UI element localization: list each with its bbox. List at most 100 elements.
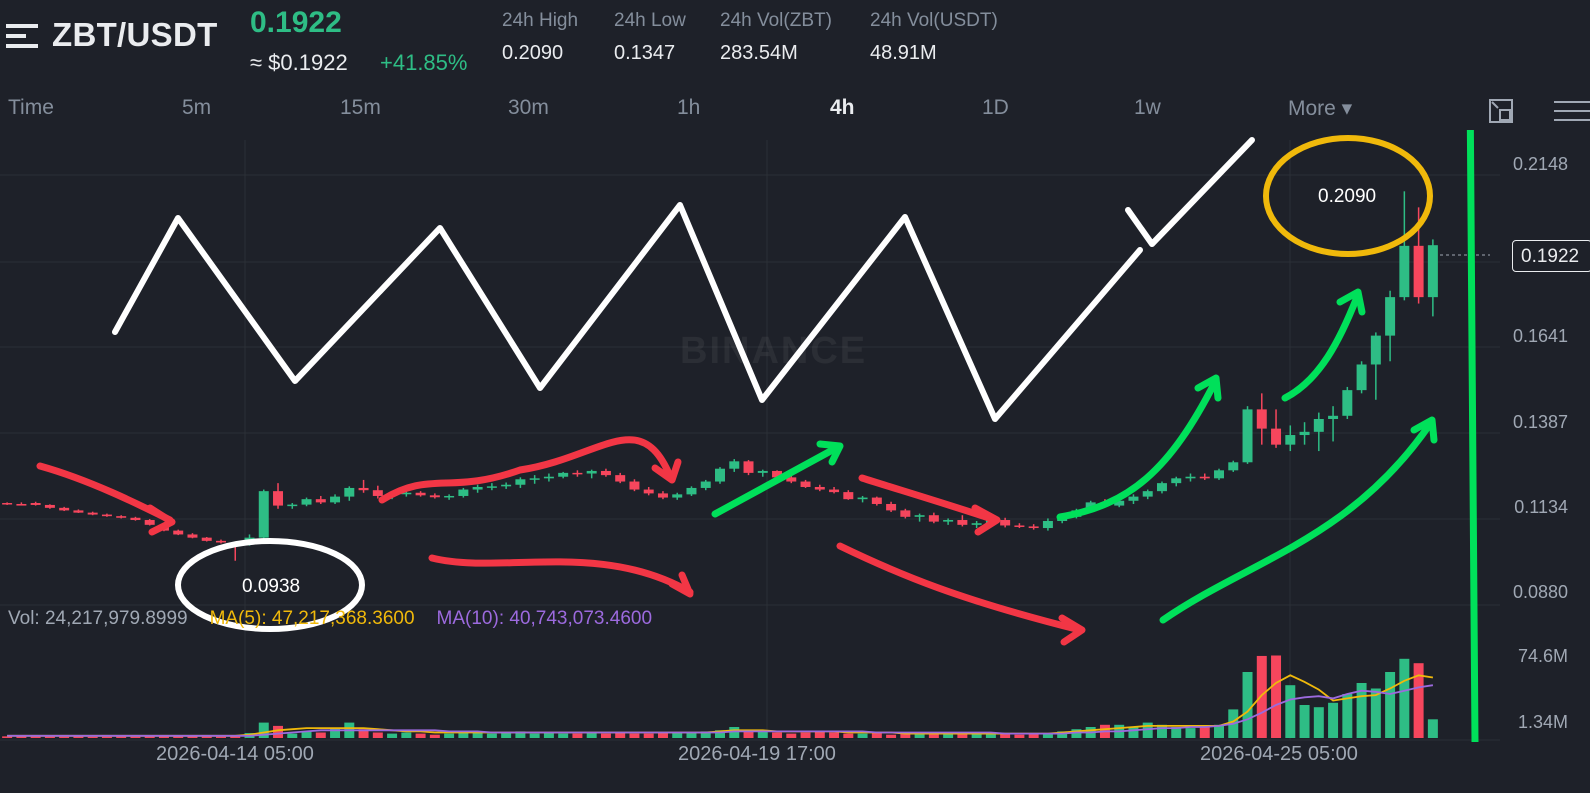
volume-bar (814, 731, 825, 738)
settings-icon[interactable] (1550, 98, 1590, 124)
ma5-value: MA(5): 47,217,368.3600 (209, 608, 415, 629)
volume-bar (1385, 672, 1396, 738)
candle-body (1328, 415, 1339, 419)
volume-bar (1014, 734, 1025, 738)
tab-time[interactable]: Time (8, 96, 54, 119)
candle-body (1342, 390, 1353, 416)
volume-bar (16, 736, 27, 738)
candle-body (429, 495, 440, 498)
candle-body (101, 514, 112, 517)
volume-bar (144, 736, 155, 738)
volume-bar (1042, 733, 1053, 738)
candle-body (529, 478, 540, 480)
volume-bar (1342, 694, 1353, 738)
tab-1w[interactable]: 1w (1134, 96, 1161, 119)
tab-15m[interactable]: 15m (340, 96, 381, 119)
candle-body (201, 537, 212, 541)
volume-bar (1128, 727, 1139, 738)
volume-bar (87, 736, 98, 738)
volume-bar (657, 732, 668, 738)
volume-bar (971, 732, 982, 738)
candle-body (1427, 245, 1438, 298)
candle-body (829, 489, 840, 493)
price-axis-label: 0.1134 (1514, 497, 1568, 517)
candle-body (1185, 476, 1196, 479)
candle-body (743, 461, 754, 473)
candle-body (173, 530, 184, 535)
stat-label: 24h High (502, 10, 579, 31)
volume-bar (158, 736, 169, 738)
candle-body (458, 489, 469, 496)
volume-bar (1156, 724, 1167, 738)
candle-body (1385, 297, 1396, 336)
candle-body (1242, 409, 1253, 463)
volume-bar (672, 732, 683, 738)
candle-body (287, 504, 298, 507)
volume-bar (1370, 688, 1381, 738)
volume-bar (1299, 705, 1310, 738)
candle-body (772, 470, 783, 478)
annotation-zigzag (112, 202, 1143, 422)
volume-bar (458, 731, 469, 738)
volume-bar (829, 732, 840, 738)
candle-body (1256, 409, 1267, 429)
volume-bar (985, 732, 996, 738)
candle-body (1370, 335, 1381, 365)
volume-bar (2, 736, 13, 738)
volume-bar (586, 732, 597, 738)
stat-value: 48.91M (870, 42, 937, 64)
candle-body (1000, 520, 1011, 526)
tab-5m[interactable]: 5m (182, 96, 212, 119)
vol-value: Vol: 24,217,979.8999 (8, 608, 188, 629)
volume-bar (629, 733, 640, 738)
volume-bar (30, 736, 41, 738)
volume-bar (130, 736, 141, 738)
volume-ma-lines (7, 674, 1434, 737)
candle-body (1142, 491, 1153, 497)
stat-24h-vol-usdt: 24h Vol(USDT) 48.91M (870, 10, 998, 65)
high-price-marker: 0.2090 (1318, 186, 1377, 207)
candle-body (1399, 245, 1410, 298)
candle-body (501, 484, 512, 487)
price-change: +41.85% (380, 50, 468, 75)
volume-bar (1256, 655, 1267, 738)
candlestick-chart[interactable] (0, 130, 1590, 742)
candle-body (1156, 483, 1167, 492)
volume-bar (572, 733, 583, 738)
volume-bar (1413, 663, 1424, 738)
current-price-tag: 0.1922 (1512, 240, 1590, 272)
volume-axis-label: 1.34M (1517, 712, 1568, 732)
tab-4h[interactable]: 4h (830, 96, 855, 119)
volume-bar (615, 732, 626, 738)
candle-body (44, 504, 55, 508)
candle-body (814, 486, 825, 490)
volume-bar (486, 733, 497, 738)
time-axis-label: 2026-04-14 05:00 (156, 743, 314, 765)
candle-body (130, 517, 141, 521)
exchange-watermark: BINANCE (680, 330, 868, 372)
candle-body (600, 470, 611, 476)
candle-body (1171, 478, 1182, 484)
menu-icon[interactable] (6, 22, 38, 50)
volume-bar (216, 736, 226, 738)
tab-more[interactable]: More ▾ (1288, 97, 1353, 120)
volume-bar (444, 733, 455, 738)
stat-label: 24h Vol(ZBT) (720, 10, 832, 31)
volume-bar (715, 730, 725, 738)
candle-body (900, 510, 911, 517)
volume-bar (643, 733, 654, 738)
tab-30m[interactable]: 30m (508, 96, 549, 119)
ma10-value: MA(10): 40,743,073.4600 (436, 608, 653, 629)
volume-bar (1214, 724, 1224, 738)
volume-bar (287, 733, 298, 738)
candle-body (1228, 462, 1239, 471)
tab-1d[interactable]: 1D (982, 96, 1009, 119)
candle-body (1214, 470, 1224, 479)
usd-price: ≈ $0.1922 (250, 50, 348, 75)
stat-label: 24h Vol(USDT) (870, 10, 998, 31)
fullscreen-icon[interactable] (1488, 98, 1514, 124)
tab-1h[interactable]: 1h (677, 96, 701, 119)
volume-bar (73, 736, 84, 738)
pair-title[interactable]: ZBT/USDT (52, 16, 218, 53)
volume-bar (301, 731, 312, 738)
